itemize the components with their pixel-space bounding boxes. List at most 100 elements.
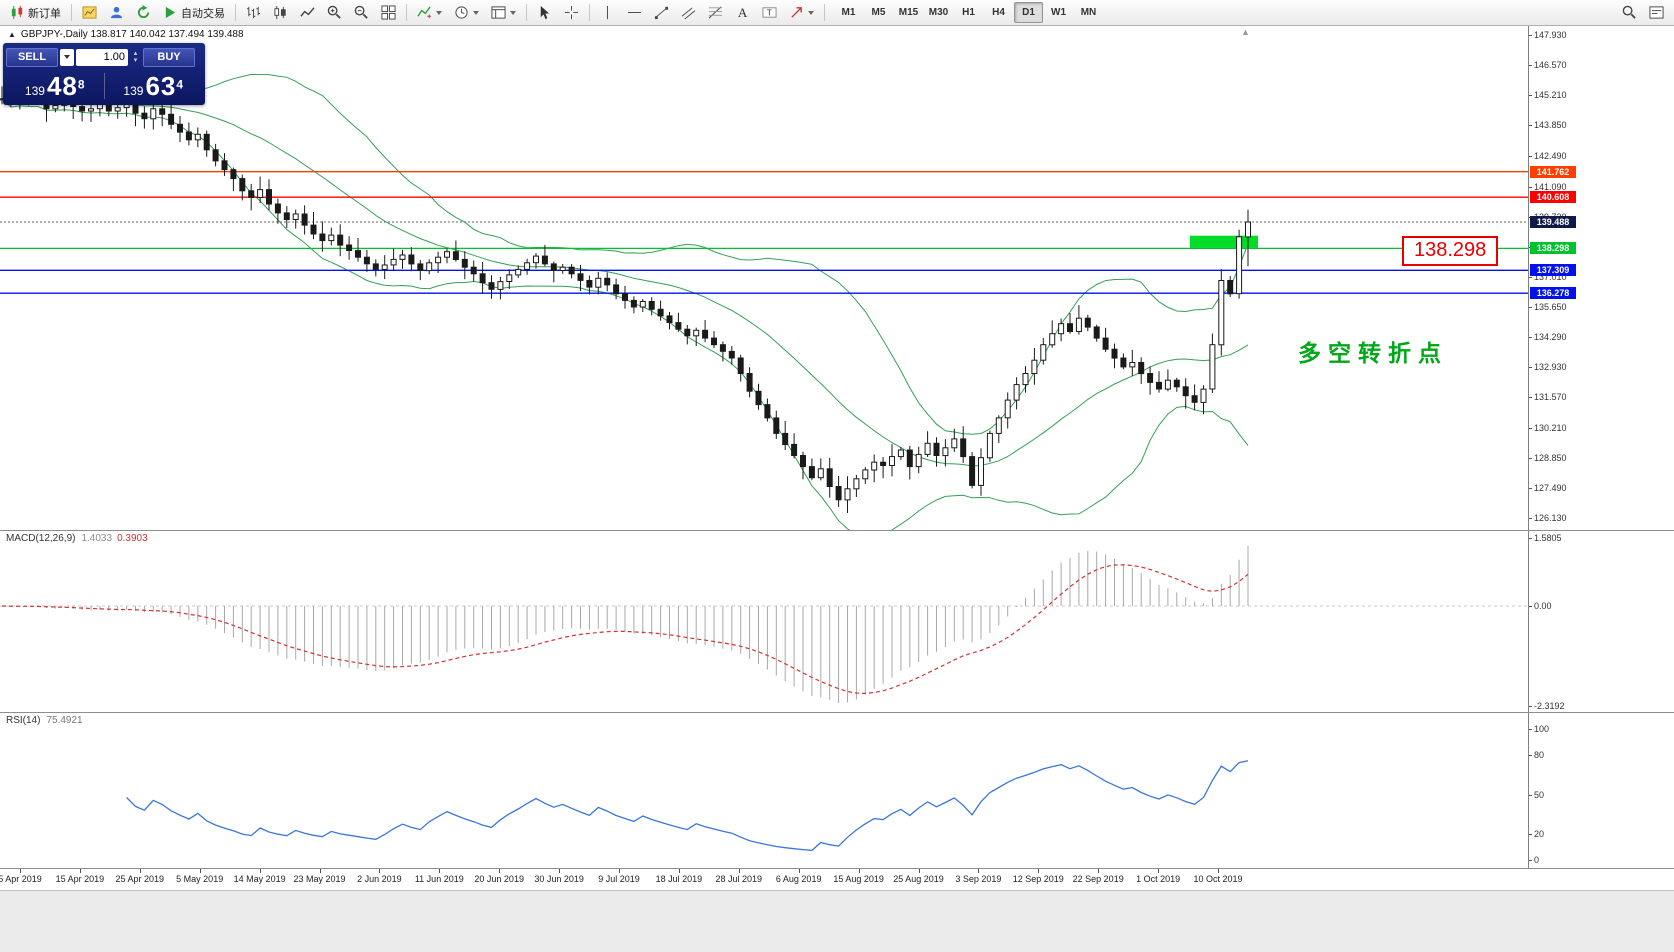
toolbar-separator	[406, 4, 407, 21]
volume-stepper[interactable]: ▴ ▾	[130, 50, 141, 64]
timeframe-mn-button[interactable]: MN	[1080, 7, 1097, 18]
timeframe-d1-button[interactable]: D1	[1014, 2, 1043, 23]
chevron-down-icon	[64, 55, 70, 59]
terminal-button[interactable]	[1644, 2, 1669, 24]
templates-button[interactable]	[486, 2, 521, 24]
rsi-indicator-panel[interactable]	[0, 712, 1528, 868]
arrows-button[interactable]	[784, 2, 819, 24]
date-tick	[858, 869, 860, 873]
candle-body	[381, 264, 388, 270]
timeframe-w1-button[interactable]: W1	[1051, 7, 1066, 18]
line-chart-button[interactable]	[295, 2, 320, 24]
period-clock-icon	[454, 5, 469, 20]
chart-shift-marker[interactable]: ▲	[1241, 27, 1250, 37]
auto-trading-button[interactable]: 自动交易	[158, 2, 230, 24]
panel-separator[interactable]	[0, 868, 1674, 869]
profiles-button[interactable]	[104, 2, 129, 24]
turning-point-annotation[interactable]: 多空转折点	[1298, 340, 1448, 366]
bar-chart-button[interactable]	[241, 2, 266, 24]
buy-button[interactable]: BUY	[143, 47, 195, 67]
text-label-button[interactable]: T	[757, 2, 782, 24]
new-order-button[interactable]: 新订单	[5, 2, 66, 24]
text-button[interactable]: A	[730, 2, 755, 24]
candle-body	[79, 106, 86, 112]
price-tag-138.298: 138.298	[1530, 242, 1576, 255]
crosshair-button[interactable]	[559, 2, 584, 24]
sell-price-prefix: 139	[24, 83, 45, 98]
candle-body	[1227, 280, 1234, 295]
date-tick	[1218, 869, 1219, 873]
periods-button[interactable]	[449, 2, 484, 24]
candle-body	[1200, 388, 1207, 403]
cursor-button[interactable]	[532, 2, 557, 24]
indicators-button[interactable]	[412, 2, 447, 24]
sell-price[interactable]: 139488	[6, 71, 104, 102]
candle-body	[1173, 379, 1180, 388]
timeframe-h1-button[interactable]: H1	[962, 7, 975, 18]
price-scale-label: 143.850	[1534, 120, 1567, 131]
fibonacci-button[interactable]	[703, 2, 728, 24]
candle-body	[1004, 399, 1011, 419]
candle-body	[283, 212, 290, 220]
timeframe-m30-button[interactable]: M30	[928, 7, 949, 18]
date-label: 3 Sep 2019	[955, 874, 1002, 884]
candle-body	[266, 189, 272, 205]
zoom-in-icon	[327, 5, 342, 20]
date-label: 20 Jun 2019	[474, 874, 524, 884]
sell-price-sup: 8	[77, 77, 85, 92]
chart-background	[0, 26, 1528, 868]
play-icon	[163, 5, 178, 20]
candle-body	[586, 280, 593, 288]
zoom-in-button[interactable]	[322, 2, 347, 24]
refresh-button[interactable]	[131, 2, 156, 24]
chart-window-button[interactable]	[77, 2, 102, 24]
macd-indicator-panel[interactable]	[0, 530, 1528, 712]
tile-windows-button[interactable]	[376, 2, 401, 24]
volume-preset-dropdown[interactable]	[60, 48, 74, 66]
candle-body	[372, 263, 379, 270]
candle-body	[702, 329, 709, 339]
vertical-line-button[interactable]	[595, 2, 620, 24]
volume-input[interactable]	[76, 48, 128, 66]
panel-collapse-arrow[interactable]: ▲	[8, 30, 16, 39]
candle-body	[452, 251, 459, 260]
price-tag-136.278: 136.278	[1530, 287, 1576, 300]
horizontal-line-button[interactable]	[622, 2, 647, 24]
candle-body	[1022, 373, 1029, 386]
macd-scale-tick	[1529, 606, 1532, 607]
price-level-annotation[interactable]: 138.298	[1402, 236, 1499, 266]
auto-trading-label: 自动交易	[181, 7, 225, 20]
timeframe-m1-button[interactable]: M1	[841, 7, 856, 18]
search-button[interactable]	[1617, 2, 1642, 24]
candle-body	[541, 255, 548, 265]
candle-body	[951, 438, 958, 449]
candle-body	[1209, 344, 1216, 390]
buy-price[interactable]: 139634	[105, 71, 203, 102]
candle-body	[533, 255, 539, 264]
price-scale-tick	[1529, 487, 1532, 489]
zoom-out-button[interactable]	[349, 2, 374, 24]
price-chart[interactable]	[0, 26, 1528, 530]
price-scale[interactable]: 147.930 146.570 145.210 143.850 142.490 141.0…	[1528, 26, 1674, 868]
time-scale[interactable]: 5 Apr 2019 15 Apr 2019 25 Apr 2019 5 May 20…	[0, 869, 1674, 890]
trendline-button[interactable]	[649, 2, 674, 24]
candle-body	[1156, 381, 1162, 390]
sell-button[interactable]: SELL	[6, 47, 58, 67]
candle-body	[194, 133, 201, 141]
timeframe-m5-button[interactable]: M5	[871, 7, 886, 18]
candle-body	[728, 350, 735, 359]
timeframe-m15-button[interactable]: M15	[898, 7, 919, 18]
panel-separator[interactable]	[0, 530, 1674, 531]
date-tick	[139, 869, 141, 873]
date-label: 2 Jun 2019	[357, 874, 402, 884]
candle-body	[817, 468, 824, 479]
candle-body	[800, 455, 806, 468]
candle-body	[737, 357, 744, 374]
candle-body	[310, 224, 317, 235]
candle-body	[1111, 348, 1118, 359]
panel-separator[interactable]	[0, 712, 1674, 713]
timeframe-h4-button[interactable]: H4	[992, 7, 1005, 18]
channel-button[interactable]	[676, 2, 701, 24]
candle-chart-button[interactable]	[268, 2, 293, 24]
candle-body	[978, 457, 984, 486]
